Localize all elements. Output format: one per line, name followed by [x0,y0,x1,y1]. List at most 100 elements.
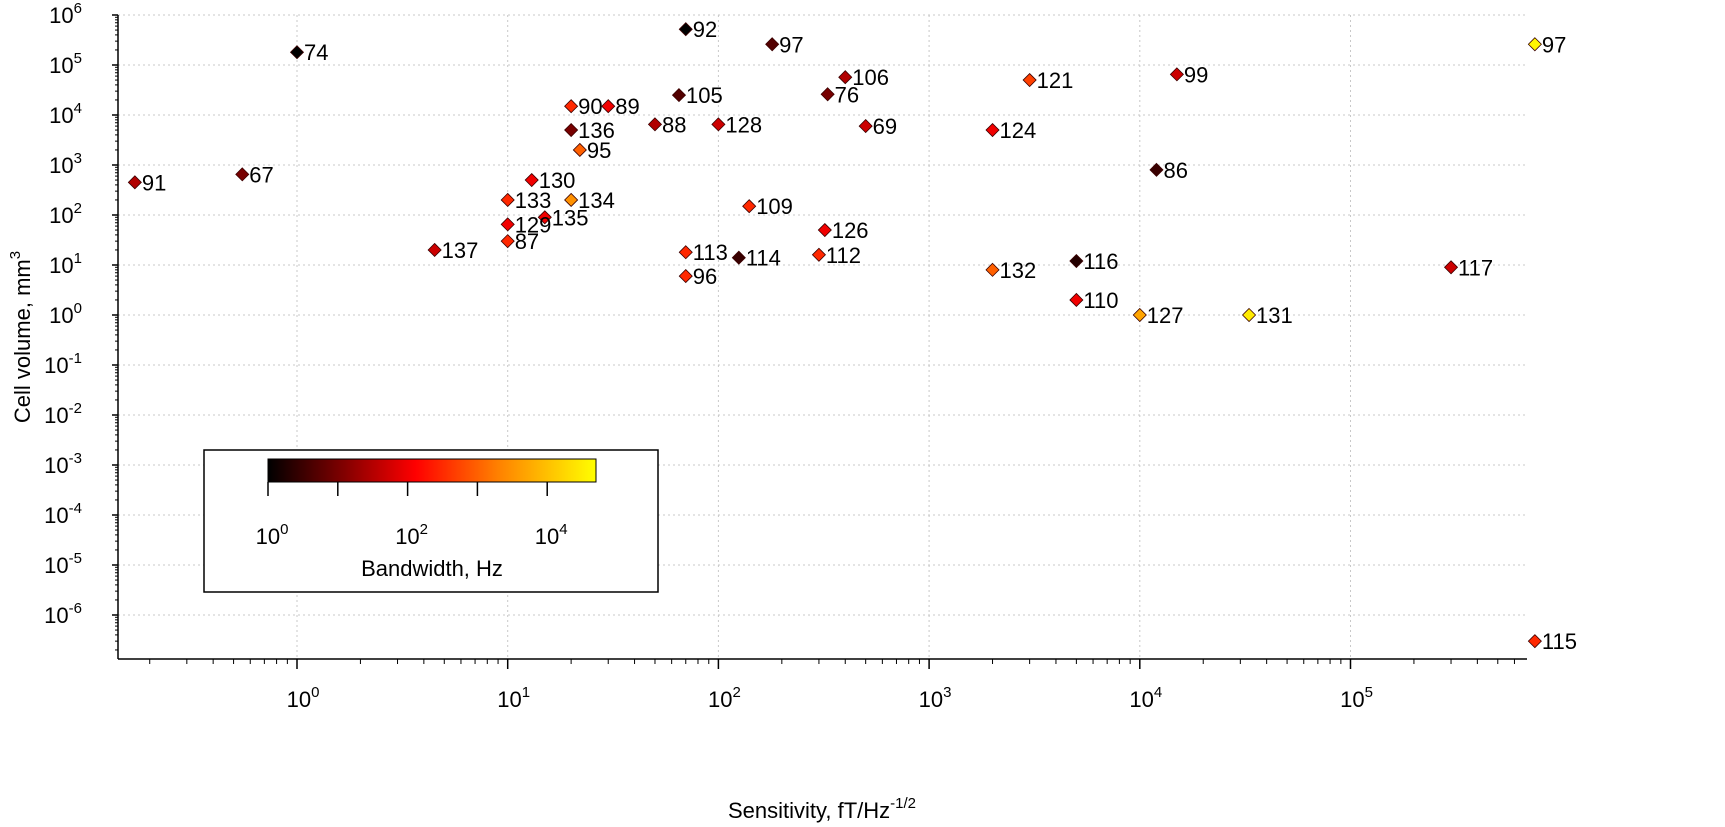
x-tick-label: 101 [497,684,530,712]
ticks-layer: 106 105 104 103 102 101 100 10-1 10-2 10-3 10-4 10-… [44,0,1515,712]
x-tick-label: 105 [1340,684,1373,712]
data-point: 90 [564,94,603,119]
data-point: 88 [647,112,686,137]
data-point-marker [601,99,616,114]
data-point-marker [647,117,663,132]
colorbar-tick-label: 100 [256,521,289,549]
data-point: 133 [500,188,552,213]
data-point: 105 [671,83,723,108]
data-point-label: 115 [1542,629,1577,654]
data-point-marker [1069,253,1084,269]
data-point-marker [820,87,835,102]
data-point-marker [1022,72,1037,88]
data-point-label: 136 [578,118,615,143]
data-point-label: 109 [756,194,793,219]
data-point-marker [985,122,1000,138]
y-axis-title: Cell volume, mm3 [7,251,35,423]
data-point-marker [678,269,693,284]
data-point-label: 127 [1147,303,1184,328]
y-tick-label: 10-5 [44,550,82,578]
data-point-label: 113 [693,240,728,265]
colorbar-legend: 100 102 104 Bandwidth, Hz [203,449,659,593]
data-point-label: 91 [142,170,166,195]
data-point: 130 [524,168,575,193]
data-point-marker [731,250,746,265]
x-tick-label: 100 [287,684,320,712]
data-point-marker [671,88,687,103]
data-point: 106 [838,65,889,90]
y-tick-label: 103 [49,150,82,178]
data-point-marker [564,192,579,208]
data-point-label: 121 [1037,68,1074,93]
data-point-label: 133 [515,188,552,213]
colorbar-tick-label: 102 [395,521,428,549]
data-point-label: 90 [578,94,602,119]
data-point: 109 [742,194,793,219]
data-point-label: 117 [1458,255,1493,280]
data-point-label: 128 [725,112,762,137]
data-point: 126 [817,218,869,243]
data-point-label: 67 [249,162,273,187]
data-point: 99 [1169,62,1208,87]
data-point: 117 [1443,255,1493,280]
data-point-marker [537,210,552,225]
data-point-marker [1527,37,1542,52]
data-point-label: 132 [1000,258,1037,283]
data-point: 67 [235,162,274,187]
data-point: 110 [1069,288,1118,313]
x-tick-label: 103 [919,684,952,712]
data-point-marker [564,99,579,114]
y-tick-label: 104 [49,100,82,128]
data-point-marker [838,70,853,85]
data-point-label: 99 [1184,62,1208,87]
data-point: 89 [601,94,640,119]
data-point-label: 86 [1163,158,1187,183]
data-point-marker [711,117,726,132]
data-point-label: 87 [515,229,539,254]
data-point: 91 [127,170,166,195]
data-point: 69 [858,114,897,139]
data-point-marker [985,262,1000,277]
data-point-marker [1241,307,1257,323]
y-tick-label: 100 [49,300,82,328]
data-point: 87 [500,229,539,254]
data-point-marker [1069,292,1084,308]
data-point: 124 [985,118,1036,143]
data-point: 74 [289,40,328,65]
data-point-marker [289,45,305,60]
colorbar-gradient [267,458,597,483]
data-point: 115 [1527,629,1577,654]
data-point-label: 135 [552,205,589,230]
data-point: 96 [678,264,717,289]
data-point-label: 114 [746,246,781,271]
data-point-label: 129 [515,212,552,237]
data-point-marker [500,217,515,232]
data-point-label: 88 [662,112,686,137]
data-point-label: 134 [578,188,615,213]
data-point-marker [1443,260,1459,275]
data-point: 135 [537,205,589,230]
data-point-marker [235,167,250,182]
x-tick-label: 102 [708,684,741,712]
x-axis-title: Sensitivity, fT/Hz-1/2 [728,795,916,823]
data-point-marker [1527,634,1542,649]
data-point-marker [817,222,832,238]
data-point-marker [742,199,757,214]
data-point: 113 [678,240,728,265]
y-tick-label: 10-6 [44,600,82,628]
data-point: 132 [985,258,1037,283]
data-point: 97 [1527,32,1566,57]
data-point-marker [678,245,693,260]
data-point-marker [811,247,826,262]
data-point: 121 [1022,68,1074,93]
data-point-label: 95 [587,138,611,163]
data-point: 129 [500,212,552,237]
y-tick-label: 10-2 [44,400,82,428]
y-tick-label: 105 [49,50,82,78]
x-tick-label: 104 [1129,684,1162,712]
data-point-label: 131 [1256,303,1293,328]
data-point-label: 76 [835,82,859,107]
y-tick-label: 102 [49,200,82,228]
data-point-marker [572,142,587,158]
